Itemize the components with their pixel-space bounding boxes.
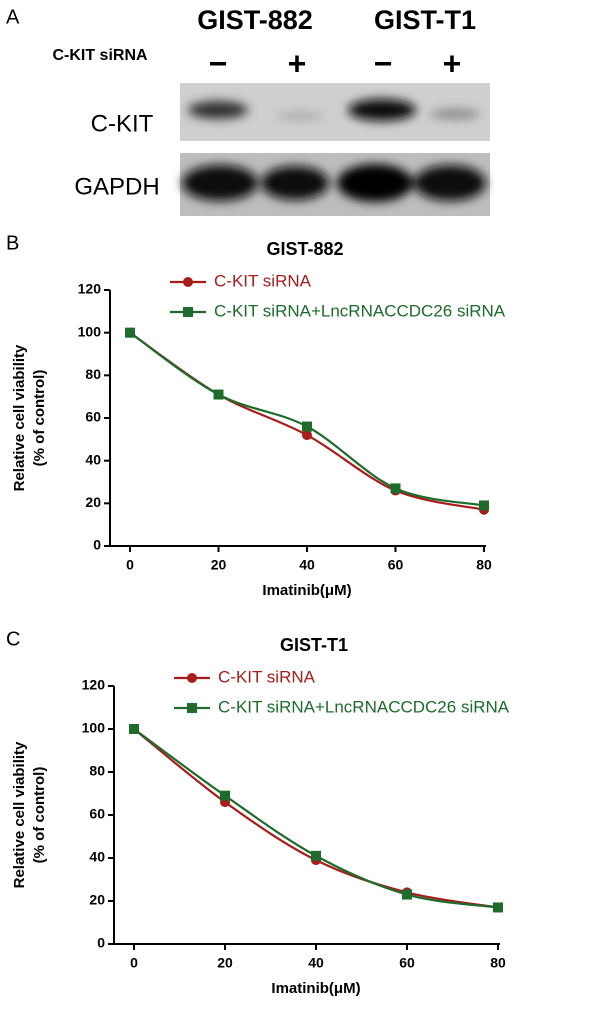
x-tick-label: 40 [299, 557, 315, 573]
x-axis-label: Imatinib(μM) [271, 980, 360, 997]
point [213, 389, 224, 400]
series-line [129, 331, 485, 511]
point [311, 850, 321, 861]
legend-label: C-KIT siRNA+LncRNACCDC26 siRNA [214, 301, 506, 320]
bands [182, 164, 486, 202]
x-tick-label: 60 [388, 557, 404, 573]
y-tick-label: 20 [85, 494, 101, 510]
sign: − [374, 45, 393, 81]
legend-label: C-KIT siRNA [218, 667, 316, 686]
legend-marker [183, 277, 193, 287]
y-axis-label: Relative cell viability [11, 344, 28, 491]
y-axis-label: (% of control) [31, 370, 48, 467]
y-tick-label: 40 [85, 451, 101, 467]
point [390, 483, 401, 494]
y-tick-label: 40 [89, 849, 105, 865]
y-tick-label: 100 [82, 720, 106, 736]
y-tick-label: 80 [85, 366, 101, 382]
sign: + [443, 45, 462, 81]
legend-label: C-KIT siRNA [214, 271, 312, 290]
cell-line-label: GIST-T1 [374, 5, 476, 35]
x-tick-label: 60 [399, 955, 415, 971]
band-label: GAPDH [74, 173, 159, 200]
chart-title: GIST-T1 [280, 635, 348, 655]
y-tick-label: 60 [85, 409, 101, 425]
chart-title: GIST-882 [266, 239, 343, 259]
series-line [133, 728, 499, 909]
y-tick-label: 60 [89, 806, 105, 822]
legend-marker [183, 307, 193, 317]
sign: + [288, 45, 307, 81]
point [125, 327, 135, 338]
y-tick-label: 0 [93, 537, 101, 553]
x-tick-label: 20 [211, 557, 227, 573]
y-tick-label: 0 [97, 935, 105, 951]
x-tick-label: 20 [217, 955, 233, 971]
y-tick-label: 80 [89, 763, 105, 779]
x-tick-label: 80 [490, 955, 506, 971]
legend-marker [187, 673, 197, 683]
y-tick-label: 100 [78, 323, 102, 339]
point [220, 790, 230, 801]
bands [188, 99, 480, 121]
legend-marker [187, 703, 197, 713]
x-tick-label: 80 [476, 557, 492, 573]
x-tick-label: 0 [130, 955, 138, 971]
point [129, 724, 139, 734]
panel-label: A [6, 6, 20, 28]
point [479, 500, 489, 511]
y-axis-label: Relative cell viability [11, 741, 28, 888]
row-label: C-KIT siRNA [52, 47, 148, 64]
legend-label: C-KIT siRNA+LncRNACCDC26 siRNA [218, 697, 510, 716]
y-tick-label: 120 [78, 281, 102, 297]
cell-line-label: GIST-882 [197, 5, 313, 35]
point [302, 421, 312, 432]
band-label: C-KIT [91, 110, 154, 137]
series-line [133, 728, 499, 909]
y-tick-label: 120 [82, 677, 106, 693]
panel-label: B [6, 232, 19, 254]
sign: − [209, 45, 228, 81]
series-line [129, 331, 485, 507]
x-tick-label: 40 [308, 955, 324, 971]
point [493, 902, 503, 913]
y-tick-label: 20 [89, 892, 105, 908]
x-tick-label: 0 [126, 557, 134, 573]
point [302, 430, 312, 441]
panel-label: C [6, 628, 20, 650]
x-axis-label: Imatinib(μM) [262, 582, 351, 599]
y-axis-label: (% of control) [31, 767, 48, 864]
point [402, 889, 412, 900]
